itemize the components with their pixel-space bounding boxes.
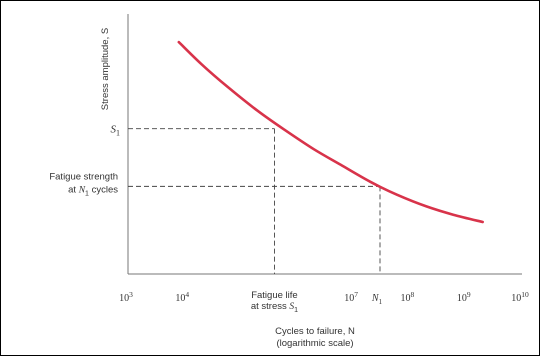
fatigue-strength-pre: at [68, 184, 79, 195]
n1-sub: 1 [379, 298, 383, 306]
fatigue-strength-line1: Fatigue strength [49, 171, 118, 182]
x-tick-label: 107 [344, 290, 358, 304]
x-tick-label: 1010 [511, 290, 529, 304]
fatigue-life-line1: Fatigue life [251, 290, 297, 301]
fatigue-life-s-sub: 1 [294, 307, 298, 314]
s1-main: S [111, 124, 117, 136]
y-axis-title: Stress amplitude, S [100, 28, 111, 110]
x-tick-label: 103 [119, 290, 133, 304]
fatigue-life-line2: at stress S1 [251, 301, 298, 314]
x-axis-title: Cycles to failure, N [275, 326, 355, 337]
fatigue-strength-post: cycles [89, 184, 118, 195]
fatigue-strength-n: N [78, 185, 86, 195]
s1-sub: 1 [116, 129, 120, 138]
n1-main: N [371, 293, 380, 304]
fatigue-life-s: S [289, 302, 294, 312]
sn-curve-series [177, 40, 484, 224]
x-tick-labels: 103 104 107 108 109 1010 [119, 290, 529, 304]
x-axis-subtitle: (logarithmic scale) [276, 338, 353, 349]
s1-label: S1 [111, 124, 121, 138]
x-tick-label: 109 [457, 290, 471, 304]
x-tick-label: 104 [175, 290, 189, 304]
fatigue-life-pre: at stress [251, 301, 290, 312]
fatigue-strength-n-sub: 1 [85, 190, 89, 197]
n1-label: N1 [371, 293, 383, 306]
x-tick-label: 108 [401, 290, 415, 304]
fatigue-strength-line2: at N1 cycles [68, 184, 118, 197]
